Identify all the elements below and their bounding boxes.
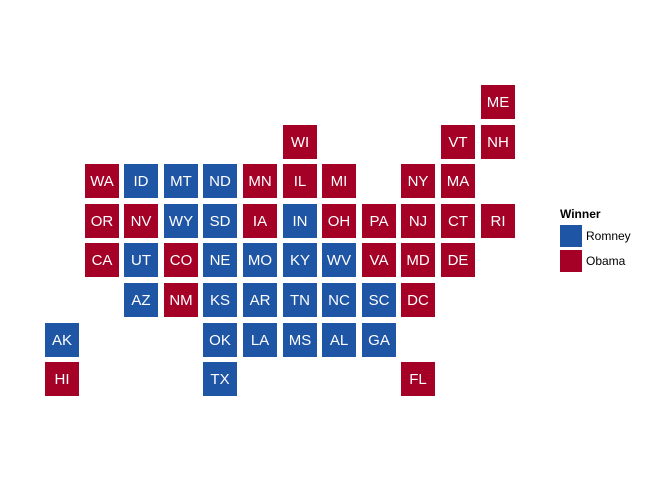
legend-title: Winner bbox=[560, 207, 601, 221]
state-tile-tn: TN bbox=[283, 283, 317, 317]
state-tile-dc: DC bbox=[401, 283, 435, 317]
state-tile-nc: NC bbox=[322, 283, 356, 317]
legend-swatch-obama bbox=[560, 250, 582, 272]
state-tile-wy: WY bbox=[164, 204, 198, 238]
state-tile-or: OR bbox=[85, 204, 119, 238]
state-tile-wi: WI bbox=[283, 125, 317, 159]
state-tile-mn: MN bbox=[243, 164, 277, 198]
state-tile-ny: NY bbox=[401, 164, 435, 198]
state-tile-co: CO bbox=[164, 243, 198, 277]
state-tile-ct: CT bbox=[441, 204, 475, 238]
state-tile-ga: GA bbox=[362, 323, 396, 357]
state-tile-ar: AR bbox=[243, 283, 277, 317]
legend-item-obama: Obama bbox=[560, 250, 640, 272]
state-tile-pa: PA bbox=[362, 204, 396, 238]
legend-label-romney: Romney bbox=[586, 229, 631, 243]
state-tile-mi: MI bbox=[322, 164, 356, 198]
state-tile-ne: NE bbox=[203, 243, 237, 277]
state-tile-ut: UT bbox=[124, 243, 158, 277]
state-tile-ca: CA bbox=[85, 243, 119, 277]
state-tile-ky: KY bbox=[283, 243, 317, 277]
state-tile-nh: NH bbox=[481, 125, 515, 159]
state-tile-sc: SC bbox=[362, 283, 396, 317]
state-tile-oh: OH bbox=[322, 204, 356, 238]
state-tile-al: AL bbox=[322, 323, 356, 357]
state-tile-az: AZ bbox=[124, 283, 158, 317]
state-tile-la: LA bbox=[243, 323, 277, 357]
state-tile-mo: MO bbox=[243, 243, 277, 277]
state-tile-ma: MA bbox=[441, 164, 475, 198]
legend: Winner Romney Obama bbox=[560, 207, 640, 275]
state-tile-nj: NJ bbox=[401, 204, 435, 238]
state-tile-ms: MS bbox=[283, 323, 317, 357]
state-tile-sd: SD bbox=[203, 204, 237, 238]
state-tile-vt: VT bbox=[441, 125, 475, 159]
state-tile-il: IL bbox=[283, 164, 317, 198]
legend-label-obama: Obama bbox=[586, 254, 626, 268]
state-tile-md: MD bbox=[401, 243, 435, 277]
state-tile-ks: KS bbox=[203, 283, 237, 317]
state-tile-wv: WV bbox=[322, 243, 356, 277]
legend-swatch-romney bbox=[560, 225, 582, 247]
state-tile-va: VA bbox=[362, 243, 396, 277]
state-tile-tx: TX bbox=[203, 362, 237, 396]
state-tile-nd: ND bbox=[203, 164, 237, 198]
state-tile-mt: MT bbox=[164, 164, 198, 198]
state-tile-ak: AK bbox=[45, 323, 79, 357]
state-tile-in: IN bbox=[283, 204, 317, 238]
state-tile-ok: OK bbox=[203, 323, 237, 357]
legend-item-romney: Romney bbox=[560, 225, 640, 247]
state-tile-nv: NV bbox=[124, 204, 158, 238]
state-tile-wa: WA bbox=[85, 164, 119, 198]
state-tile-hi: HI bbox=[45, 362, 79, 396]
state-tile-id: ID bbox=[124, 164, 158, 198]
state-tile-fl: FL bbox=[401, 362, 435, 396]
state-tile-de: DE bbox=[441, 243, 475, 277]
state-tile-nm: NM bbox=[164, 283, 198, 317]
state-tile-ri: RI bbox=[481, 204, 515, 238]
state-tile-ia: IA bbox=[243, 204, 277, 238]
state-tile-me: ME bbox=[481, 85, 515, 119]
